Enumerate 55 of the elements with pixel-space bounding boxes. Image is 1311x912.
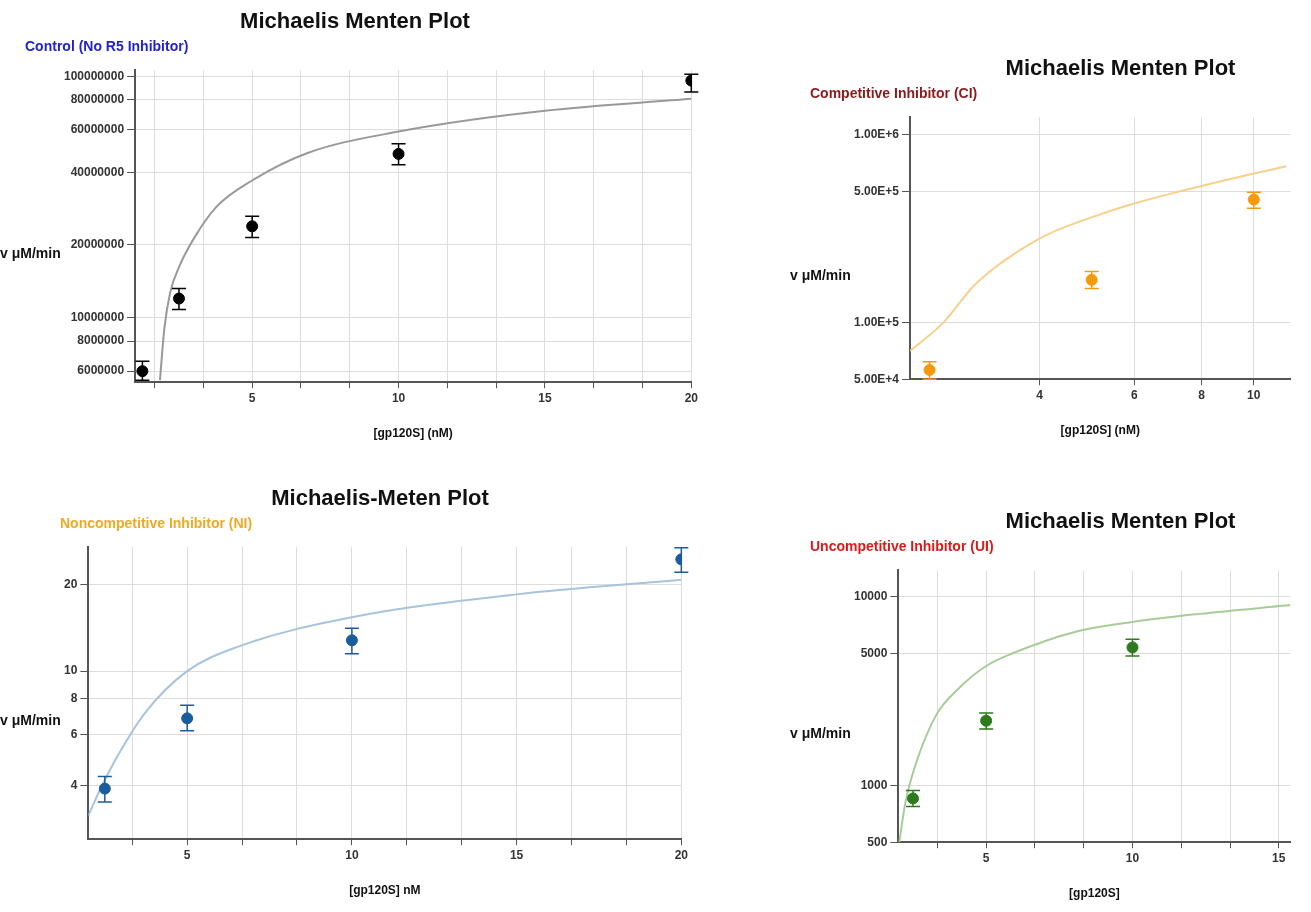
line-series (88, 578, 682, 817)
chart-title: Michaelis Menten Plot (1004, 508, 1237, 535)
y-tick-label: 20 (63, 576, 78, 591)
y-tick-label: 1.00E+6 (853, 127, 900, 142)
chart-subtitle: Uncompetitive Inhibitor (UI) (809, 538, 995, 556)
x-tick-label: 5 (183, 847, 191, 862)
chart-subtitle: Competitive Inhibitor (CI) (809, 85, 979, 103)
x-tick-label: 10 (344, 847, 359, 862)
x-axis-title: [gp120S] nM (348, 883, 421, 898)
x-tick-label: 15 (1271, 850, 1286, 865)
x-tick-label: 8 (1197, 387, 1205, 402)
y-tick-label: 500 (867, 834, 888, 849)
y-tick-label: 1000 (860, 777, 888, 792)
x-tick-label: 15 (537, 390, 552, 405)
x-tick-label: 15 (509, 847, 524, 862)
x-tick-label: 10 (1125, 850, 1140, 865)
chart-title: Michaelis Menten Plot (239, 8, 471, 35)
y-axis-title: v μM/min (0, 244, 61, 261)
x-tick-label: 6 (1130, 387, 1138, 402)
y-tick-label: 100000000 (63, 68, 125, 83)
point (392, 147, 405, 160)
y-tick-label: 5.00E+5 (853, 183, 900, 198)
x-tick-label: 10 (1246, 387, 1261, 402)
y-tick-label: 8000000 (77, 333, 125, 348)
y-tick-label: 60000000 (70, 122, 125, 137)
chart-title: Michaelis Menten Plot (1004, 55, 1237, 82)
y-tick-label: 1.00E+5 (853, 314, 900, 329)
y-tick-label: 10000 (853, 588, 888, 603)
x-tick-label: 20 (674, 847, 689, 862)
y-tick-label: 20000000 (70, 237, 125, 252)
x-axis-title: [gp120S] (1068, 886, 1120, 901)
chart-title: Michaelis-Meten Plot (270, 485, 490, 512)
line-series (158, 97, 692, 382)
x-tick-label: 4 (1035, 387, 1043, 402)
y-tick-label: 6 (70, 727, 78, 742)
y-tick-label: 10000000 (70, 309, 125, 324)
y-tick-label: 40000000 (70, 164, 125, 179)
x-tick-label: 10 (391, 390, 406, 405)
chart-subtitle: Noncompetitive Inhibitor (NI) (59, 515, 254, 533)
y-tick-label: 4 (70, 777, 78, 792)
y-axis-title: v μM/min (0, 711, 61, 728)
y-tick-label: 10 (63, 663, 78, 678)
y-tick-label: 5000 (860, 645, 888, 660)
x-tick-label: 5 (248, 390, 256, 405)
x-tick-label: 5 (982, 850, 990, 865)
y-tick-label: 8 (70, 691, 78, 706)
chart-subtitle: Control (No R5 Inhibitor) (24, 38, 190, 56)
x-tick-label: 20 (684, 390, 699, 405)
y-tick-label: 6000000 (77, 363, 125, 378)
x-axis-title: [gp120S] (nM) (1060, 423, 1140, 438)
y-axis-title: v μM/min (790, 724, 851, 741)
x-axis-title: [gp120S] (nM) (373, 426, 453, 441)
y-tick-label: 80000000 (70, 92, 125, 107)
y-tick-label: 5.00E+4 (853, 371, 900, 386)
y-axis-title: v μM/min (790, 266, 851, 283)
